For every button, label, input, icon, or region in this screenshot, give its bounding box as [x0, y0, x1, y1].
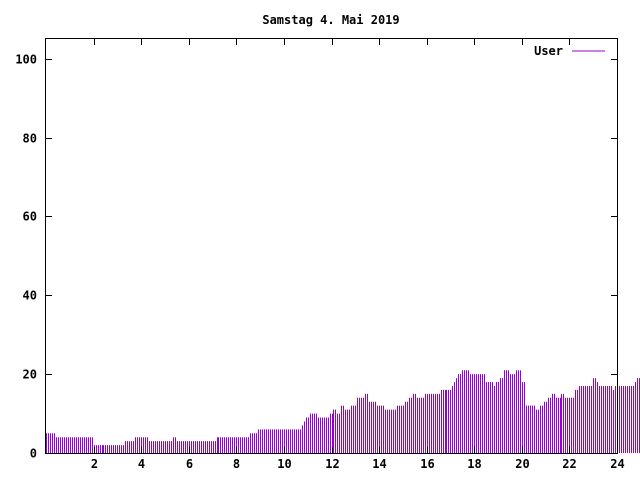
x-tick-label: 10 [277, 457, 291, 471]
y-tick-label: 20 [23, 368, 37, 382]
legend: User [534, 44, 605, 58]
x-tick-label: 8 [233, 457, 240, 471]
y-tick-label: 100 [15, 53, 37, 67]
chart-title: Samstag 4. Mai 2019 [262, 13, 399, 27]
x-tick-label: 24 [610, 457, 624, 471]
bar-series [47, 366, 640, 453]
y-tick-label: 40 [23, 289, 37, 303]
x-tick-label: 22 [562, 457, 576, 471]
legend-label: User [534, 44, 563, 58]
y-tick-label: 60 [23, 210, 37, 224]
x-tick-label: 6 [186, 457, 193, 471]
y-axis: 0 20 40 60 80 100 [15, 53, 617, 461]
x-tick-label: 18 [467, 457, 481, 471]
x-tick-label: 14 [372, 457, 386, 471]
x-tick-label: 20 [515, 457, 529, 471]
x-tick-label: 2 [91, 457, 98, 471]
x-tick-label: 4 [138, 457, 145, 471]
plot-frame [46, 39, 618, 454]
x-tick-label: 16 [420, 457, 434, 471]
y-tick-label: 0 [30, 447, 37, 461]
y-tick-label: 80 [23, 132, 37, 146]
x-tick-label: 12 [325, 457, 339, 471]
